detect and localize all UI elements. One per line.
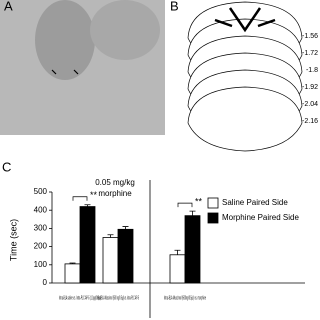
legend-swatch (207, 197, 219, 209)
bar (79, 206, 96, 284)
annotation: ** (195, 196, 203, 206)
panel-label: B (170, 0, 179, 13)
section-level: -2.04 (302, 101, 318, 108)
section-level: -1.8 (306, 67, 318, 74)
panel-label: A (4, 0, 13, 13)
chart: 0.05 mg/kg morphine Time (sec) 0 100 200 30… (8, 178, 305, 318)
error-bar (84, 204, 91, 207)
chart-title: 0.05 mg/kg (95, 178, 135, 187)
y-tick-label: 500 (34, 187, 48, 196)
y-tick-label: 200 (34, 242, 48, 251)
significance-bracket (177, 202, 193, 208)
bar (117, 228, 134, 284)
bar (184, 215, 201, 284)
section-level: -1.92 (302, 84, 318, 91)
photo-texture (90, 0, 160, 60)
legend-swatch (207, 212, 219, 224)
panel-label: C (2, 159, 11, 174)
error-bar (69, 262, 76, 264)
brain-sections: -1.56 -1.72 -1.8 -1.92 -2.04 -2.16 (187, 1, 318, 152)
section-detail (214, 7, 276, 33)
y-tick-label: 300 (34, 224, 48, 233)
section-outline (187, 86, 303, 152)
error-bar (122, 226, 129, 230)
photo-texture (35, 0, 95, 80)
significance-bracket (72, 196, 88, 201)
x-tick-label: Intra-BLA Muscimol (500ng/0.5µl) vs. mor… (164, 295, 206, 301)
error-bar (107, 234, 114, 238)
section-level: -2.16 (302, 118, 318, 125)
error-bar (174, 249, 181, 255)
bar (169, 254, 186, 284)
legend-label: Saline Paired Side (222, 198, 288, 207)
x-tick-label: Intra-BLA saline vs. Intra-PLC AP-5 (1.0… (59, 295, 101, 301)
y-axis-label: Time (sec) (8, 219, 18, 261)
bar (102, 237, 119, 284)
error-bar (189, 210, 196, 216)
annotation: ** (90, 190, 98, 200)
arrows (51, 69, 79, 75)
bar (64, 263, 81, 284)
y-tick-label: 400 (34, 205, 48, 214)
legend-label: Morphine Paired Side (222, 213, 299, 222)
y-tick-label: 0 (43, 278, 48, 287)
chart-subtitle: morphine (98, 189, 132, 198)
section-level: -1.56 (302, 33, 318, 40)
section-level: -1.72 (302, 50, 318, 57)
x-tick-label: Intra-BLA Muscimol (500 ng/0.5µl) vs. in… (97, 295, 139, 301)
y-tick-label: 100 (34, 260, 48, 269)
